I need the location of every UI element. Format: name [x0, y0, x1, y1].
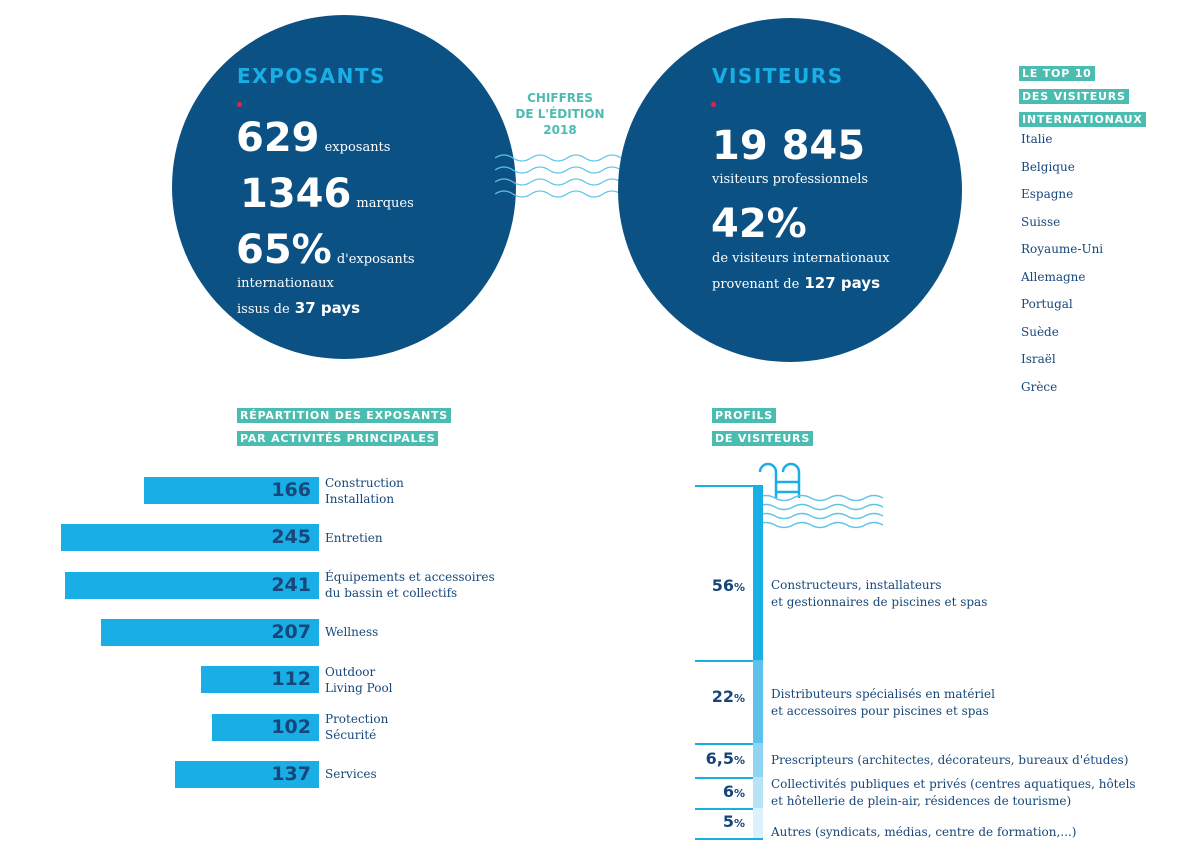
- segment-label-line: Collectivités publiques et privés (centr…: [771, 776, 1136, 791]
- bar-label: Entretien: [325, 530, 383, 546]
- exposants-intl: 65% d'exposants: [236, 227, 415, 273]
- segment-percent: 6,5%: [705, 749, 745, 768]
- bar-value: 112: [271, 668, 311, 691]
- segment-percent: 5%: [722, 812, 745, 831]
- segment-label-line: Distributeurs spécialisés en matériel: [771, 687, 995, 701]
- country-item: Suisse: [1021, 214, 1061, 229]
- bar-label-line: Protection: [325, 712, 389, 726]
- segment-label: Autres (syndicats, médias, centre de for…: [771, 824, 1076, 841]
- segment-3: [753, 777, 763, 808]
- waves-icon: [495, 154, 635, 198]
- bar-label-line: Installation: [325, 491, 395, 506]
- bar-label-line: Living Pool: [325, 680, 393, 695]
- country-item: Espagne: [1021, 187, 1074, 201]
- segment-label: Constructeurs, installateurs et gestionna…: [771, 577, 987, 611]
- country-item: Grèce: [1021, 379, 1058, 394]
- divider-line: [695, 838, 763, 840]
- bar-label: Wellness: [325, 624, 378, 640]
- visiteurs-intl-pct: 42%: [711, 201, 807, 247]
- exposants-countries: issus de 37 pays: [237, 299, 360, 317]
- bar-label-line: Services: [325, 767, 377, 782]
- bar-value: 245: [271, 526, 311, 549]
- bar-0: 166: [144, 477, 319, 504]
- country-item: Belgique: [1021, 159, 1075, 174]
- bar-value: 137: [271, 762, 311, 785]
- bar-label-line: Construction: [325, 475, 404, 490]
- divider-line: [695, 660, 763, 662]
- divider-line: [695, 808, 763, 810]
- segment-label-line: Constructeurs, installateurs: [771, 578, 942, 592]
- exposants-count: 629 exposants: [236, 115, 391, 161]
- country-item: Suède: [1021, 324, 1059, 339]
- red-dot: [237, 102, 242, 107]
- segment-label-line: et accessoires pour piscines et spas: [771, 704, 989, 718]
- profils-chart-title: PROFILS DE VISITEURS: [712, 404, 862, 450]
- divider-line: [695, 485, 763, 487]
- segment-label: Prescripteurs (architectes, décorateurs,…: [771, 752, 1128, 769]
- country-item: Royaume-Uni: [1021, 242, 1104, 256]
- country-item: Allemagne: [1021, 269, 1086, 284]
- country-item: Portugal: [1021, 297, 1073, 311]
- bar-5: 102: [211, 713, 319, 741]
- bar-label: Protection Sécurité: [325, 711, 388, 743]
- visiteurs-count-label: visiteurs professionnels: [712, 172, 869, 187]
- exposants-intl-line2: internationaux: [237, 276, 334, 291]
- bar-label-line: Outdoor: [325, 664, 376, 679]
- segment-label-line: Autres (syndicats, médias, centre de for…: [771, 825, 1077, 839]
- segment-percent: 56%: [711, 576, 745, 595]
- red-dot: [711, 102, 716, 107]
- bar-label: Outdoor Living Pool: [325, 664, 393, 696]
- top10-title: LE TOP 10 DES VISITEURS INTERNATIONAUX: [1019, 62, 1189, 131]
- visiteurs-circle: [618, 18, 962, 362]
- edition-label: CHIFFRES DE L'ÉDITION 2018: [515, 91, 605, 137]
- bar-label-line: Wellness: [325, 625, 379, 640]
- country-item: Israël: [1021, 352, 1056, 366]
- segment-percent: 6%: [722, 781, 745, 801]
- segment-1: [753, 660, 763, 743]
- visiteurs-count: 19 845: [712, 123, 866, 169]
- bar-6: 137: [174, 760, 319, 788]
- visiteurs-title: VISITEURS: [712, 64, 844, 88]
- segment-0: [753, 485, 763, 660]
- visiteurs-intl-label: de visiteurs internationaux: [712, 251, 890, 266]
- exposants-chart-title: RÉPARTITION DES EXPOSANTS PAR ACTIVITÉS …: [237, 404, 467, 450]
- exposants-circle: [172, 15, 516, 359]
- exposants-title: EXPOSANTS: [237, 64, 386, 88]
- bar-label: Construction Installation: [325, 475, 404, 507]
- country-item: Italie: [1021, 132, 1053, 146]
- segment-2: [753, 743, 763, 777]
- exposants-brands: 1346 marques: [240, 171, 414, 217]
- visiteurs-countries: provenant de 127 pays: [712, 274, 881, 292]
- bar-label: Équipements et accessoires du bassin et c…: [325, 569, 495, 601]
- divider-line: [695, 743, 763, 745]
- segment-label-line: et gestionnaires de piscines et spas: [771, 595, 988, 609]
- bar-3: 207: [101, 618, 319, 646]
- segment-percent: 22%: [711, 687, 745, 706]
- segment-label-line: Prescripteurs (architectes, décorateurs,…: [771, 752, 1129, 767]
- segment-label: Collectivités publiques et privés (centr…: [771, 776, 1136, 810]
- pool-ladder-icon: [756, 462, 884, 529]
- bar-value: 207: [271, 620, 311, 643]
- segment-4: [753, 808, 763, 838]
- top10-list: Italie Belgique Espagne Suisse Royaume-U…: [1021, 132, 1103, 407]
- divider-line: [695, 777, 763, 779]
- bar-value: 102: [271, 715, 311, 738]
- bar-value: 241: [271, 573, 311, 596]
- bar-label-line: Entretien: [325, 530, 383, 545]
- bar-value: 166: [271, 479, 311, 501]
- bar-label-line: Équipements et accessoires: [325, 570, 495, 585]
- bar-label: Services: [325, 766, 377, 782]
- bar-2: 241: [65, 571, 319, 599]
- bar-1: 245: [61, 524, 319, 552]
- bar-label-line: du bassin et collectifs: [325, 586, 458, 601]
- bar-label-line: Sécurité: [325, 728, 377, 742]
- segment-label-line: et hôtellerie de plein-air, résidences d…: [771, 793, 1072, 808]
- segment-label: Distributeurs spécialisés en matériel et …: [771, 686, 995, 720]
- bar-4: 112: [201, 666, 319, 694]
